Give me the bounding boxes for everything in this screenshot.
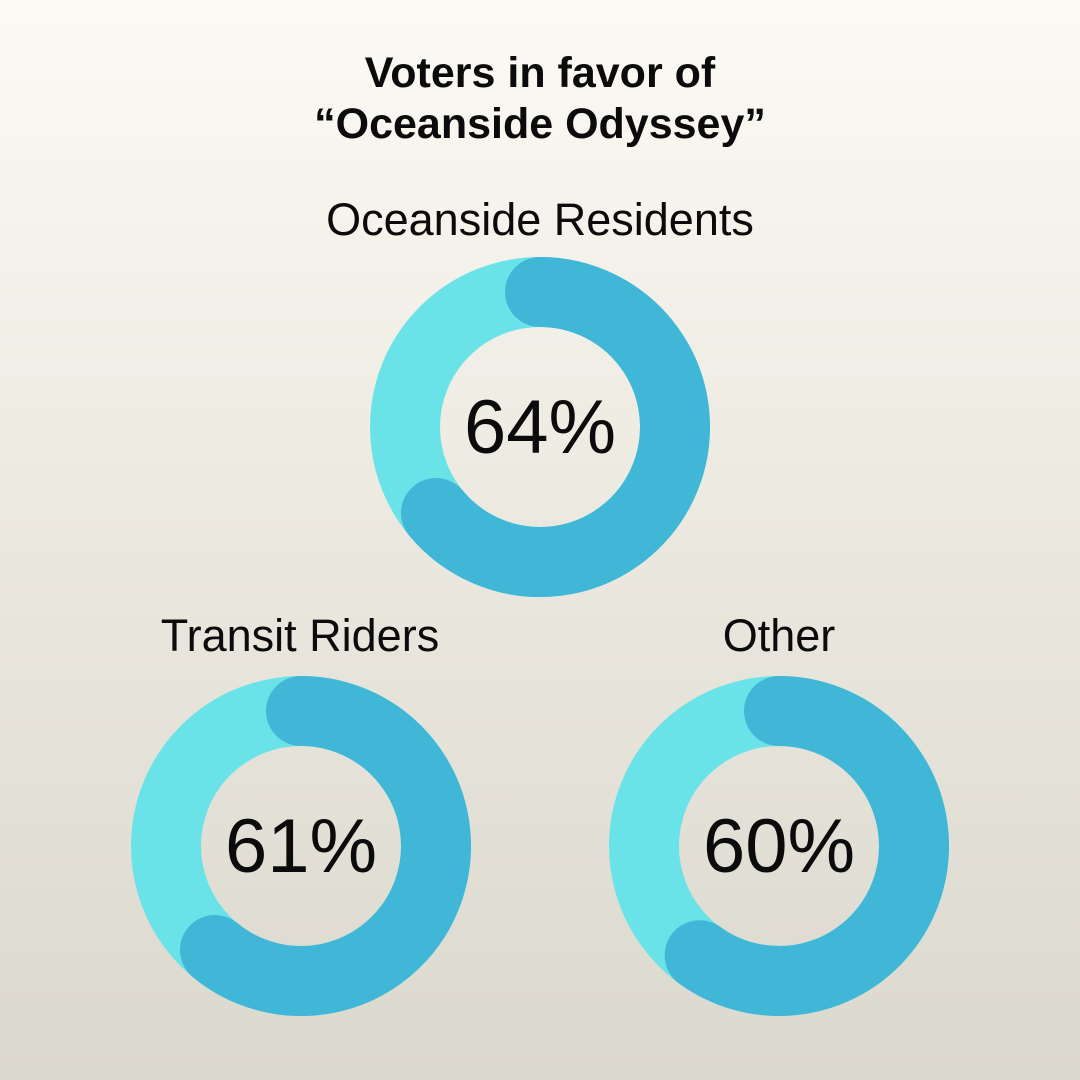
- donut-arc-other: [664, 676, 949, 1016]
- donut-label-transit-riders: Transit Riders: [160, 610, 440, 661]
- donut-value-transit-riders: 61%: [224, 803, 378, 889]
- donut-label-other: Other: [722, 610, 836, 661]
- donut-value-other: 60%: [702, 803, 856, 889]
- donut-svg: [609, 676, 949, 1016]
- donut-chart-transit-riders: 61%: [131, 676, 471, 1016]
- donut-label-oceanside-residents: Oceanside Residents: [326, 194, 754, 245]
- chart-title: Voters in favor of “Oceanside Odyssey”: [0, 48, 1080, 150]
- donut-svg: [370, 257, 710, 597]
- donut-arc-oceanside-residents: [400, 257, 710, 597]
- chart-title-line-1: Voters in favor of: [364, 49, 716, 97]
- donut-value-oceanside-residents: 64%: [463, 384, 617, 470]
- donut-svg: [131, 676, 471, 1016]
- donut-chart-other: 60%: [609, 676, 949, 1016]
- chart-title-line-2: “Oceanside Odyssey”: [314, 100, 766, 148]
- donut-chart-oceanside-residents: 64%: [370, 257, 710, 597]
- donut-arc-transit-riders: [179, 676, 471, 1016]
